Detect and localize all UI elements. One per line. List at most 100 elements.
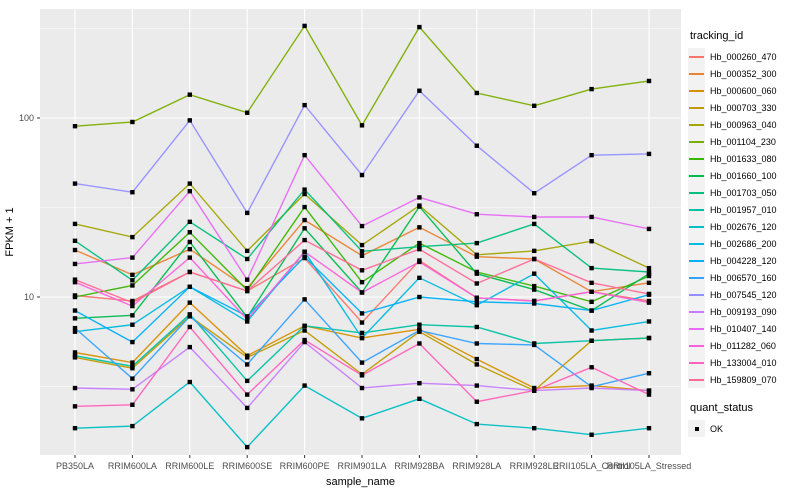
data-point (359, 373, 365, 378)
x-tick-label: RRIM600LE (165, 461, 214, 471)
data-point (646, 300, 652, 305)
legend-entry-label: Hb_002686_200 (710, 238, 777, 249)
data-point (302, 204, 307, 210)
data-point (589, 152, 594, 158)
data-point (589, 280, 594, 286)
data-point (302, 383, 307, 388)
data-point (130, 300, 135, 305)
x-tick-label: RRIM928LA (452, 461, 501, 471)
legend-key-line-icon (689, 192, 704, 194)
panel-background (40, 9, 681, 455)
data-point (359, 242, 365, 248)
data-point (130, 283, 135, 288)
y-tick-label: 10 (24, 292, 34, 302)
legend-panel: tracking_id Hb_000260_470 Hb_000352_300 Hb… (688, 30, 798, 437)
legend-key-swatch (688, 269, 705, 286)
data-point (302, 152, 307, 158)
legend-key-swatch (688, 371, 705, 388)
data-point (302, 102, 307, 108)
data-point (474, 90, 479, 96)
data-point (589, 308, 594, 313)
data-point (474, 212, 479, 217)
legend-key-swatch (688, 320, 705, 337)
data-point (187, 269, 192, 275)
legend-key-line-icon (689, 56, 704, 58)
data-point (532, 256, 537, 262)
legend-key-line-icon (689, 141, 704, 143)
data-point (589, 338, 594, 343)
legend-entry-label: Hb_000352_300 (710, 68, 777, 79)
legend-entry-label: Hb_001104_230 (710, 136, 776, 147)
data-point (130, 423, 135, 429)
data-point (532, 385, 537, 391)
data-point (532, 283, 537, 289)
legend-key-swatch (688, 337, 705, 354)
x-tick-label: RRIM600LA (108, 461, 157, 471)
data-point (72, 238, 78, 244)
x-tick-label: RRIM901LA (337, 461, 386, 471)
data-point (302, 191, 307, 197)
data-point (72, 350, 78, 355)
legend-entry: Hb_159809_070 (688, 371, 798, 388)
data-point (359, 268, 365, 273)
data-point (359, 123, 365, 128)
data-point (646, 388, 652, 393)
legend-key-swatch (688, 201, 705, 218)
data-point (474, 252, 479, 258)
legend-key-line-icon (689, 124, 704, 126)
data-point (417, 328, 422, 333)
data-point (130, 272, 135, 278)
legend-entry-label: Hb_009193_090 (710, 306, 777, 317)
legend-entry: Hb_001104_230 (688, 133, 798, 150)
legend-key-line-icon (689, 175, 704, 177)
legend-key-line-icon (689, 328, 704, 330)
data-point (646, 425, 652, 431)
y-axis-title: FPKM + 1 (4, 207, 16, 256)
legend-title: tracking_id (690, 30, 744, 42)
data-point (474, 341, 479, 346)
data-point (417, 275, 422, 281)
data-point (359, 416, 365, 421)
x-axis-title: sample_name (326, 476, 395, 488)
legend-key-line-icon (689, 362, 704, 364)
data-point (187, 181, 192, 186)
data-point (359, 385, 365, 391)
legend-key-line-icon (689, 243, 704, 245)
data-point (245, 362, 250, 367)
data-point (417, 195, 422, 200)
legend-entry-label: Hb_133004_010 (710, 357, 777, 368)
legend-key-swatch (688, 184, 705, 201)
data-point (130, 255, 135, 260)
data-point (72, 425, 78, 431)
data-point (646, 78, 652, 84)
data-point (72, 123, 78, 129)
data-point (187, 344, 192, 350)
legend-entry: Hb_002676_120 (688, 218, 798, 235)
data-point (187, 246, 192, 252)
data-point (417, 380, 422, 386)
data-point (417, 88, 422, 93)
data-point (359, 172, 365, 178)
legend-key-line-icon (689, 226, 704, 228)
legend-entry: Hb_001957_010 (688, 201, 798, 218)
data-point (72, 325, 78, 331)
legend-entry-label: Hb_006570_160 (710, 272, 777, 283)
x-tick-label: RRII105LA_Stressed (607, 461, 692, 471)
legend-key-swatch (688, 303, 705, 320)
data-point (474, 143, 479, 148)
data-point (72, 261, 78, 267)
data-point (245, 210, 250, 216)
data-point (187, 324, 192, 330)
legend-key-swatch (688, 116, 705, 133)
x-tick-label: RRIM928LE (510, 461, 559, 471)
data-point (130, 360, 135, 365)
data-point (474, 362, 479, 367)
data-point (589, 214, 594, 220)
data-point (130, 313, 135, 318)
data-point (359, 330, 365, 336)
data-point (359, 311, 365, 316)
data-point (130, 402, 135, 407)
legend-entries: Hb_000260_470 Hb_000352_300 Hb_000600_060 H… (688, 48, 798, 388)
data-point (130, 364, 135, 369)
legend-entry: Hb_009193_090 (688, 303, 798, 320)
